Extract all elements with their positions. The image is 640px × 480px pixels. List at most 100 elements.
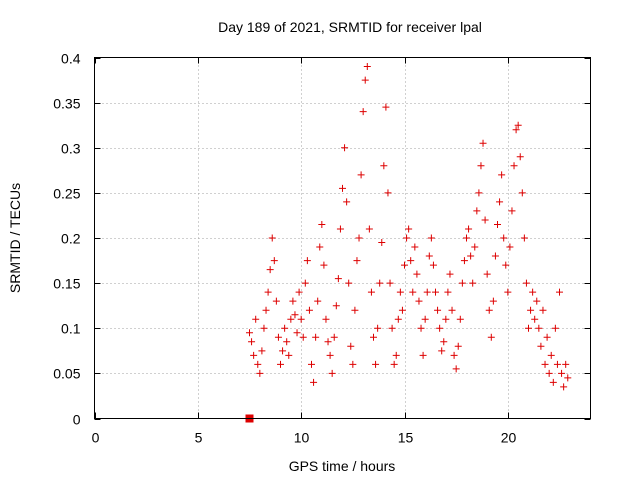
data-point [427,234,435,242]
data-point [359,108,367,116]
data-point [553,360,561,368]
data-point [386,279,394,287]
data-point [483,270,491,278]
data-point [345,279,353,287]
data-point [384,189,392,197]
data-point [277,360,284,368]
data-point [303,257,311,265]
data-point [295,288,303,296]
data-point [510,162,518,170]
data-point [326,351,334,359]
y-tick-label: 0.1 [61,321,81,337]
data-point [432,288,439,296]
data-point [564,374,572,382]
data-point [367,288,375,296]
data-point [297,315,305,323]
data-point [556,288,563,296]
data-point [467,252,475,260]
data-point [516,153,524,161]
data-point [463,234,470,242]
data-point [409,288,417,296]
data-point [489,297,497,305]
data-point [545,369,553,377]
data-point [527,306,535,314]
data-point [403,234,411,242]
data-point [394,315,402,323]
data-point [518,189,526,197]
data-point [270,257,278,265]
y-tick-label: 0 [73,412,81,428]
x-tick-label: 20 [501,430,517,446]
data-point [487,333,495,341]
data-point [396,288,404,296]
data-point [274,333,282,341]
data-point [305,306,313,314]
data-point [262,306,270,314]
data-point [293,329,301,337]
data-point [374,324,382,332]
data-point [429,261,437,269]
data-point [308,360,315,368]
x-tick-label: 15 [398,430,414,446]
y-tick-label: 0.05 [53,366,80,382]
data-point [543,333,551,341]
data-point [504,288,512,296]
data-point [529,288,537,296]
chart-title: Day 189 of 2021, SRMTID for receiver lpa… [218,19,482,35]
data-point [316,243,324,251]
data-point [535,324,543,332]
data-point [436,324,444,332]
data-point [279,347,287,355]
data-point [339,184,346,192]
y-tick-label: 0.35 [53,96,80,112]
data-point [560,383,568,391]
data-point [469,279,477,287]
data-point [551,324,559,332]
y-tick-label: 0.2 [61,231,81,247]
data-point [491,252,499,260]
data-point [446,270,454,278]
data-point [522,279,530,287]
data-point [330,333,338,341]
data-point [299,333,307,341]
plot-frame [94,57,591,419]
data-point [283,338,291,346]
data-point [500,234,508,242]
data-point [312,333,320,341]
data-point [254,360,262,368]
data-point [440,338,448,346]
data-point [256,369,264,377]
data-point [458,279,466,287]
data-point [419,351,427,359]
y-tick-label: 0.3 [61,141,81,157]
data-point [334,275,342,283]
data-point [452,365,460,373]
data-point [382,103,390,111]
data-point [479,139,487,147]
data-point [264,288,272,296]
data-point [287,315,295,323]
data-point [291,311,299,319]
data-point [407,257,415,265]
data-point [347,342,355,350]
data-point [456,315,464,323]
data-point [473,207,481,215]
x-tick-label: 5 [195,430,203,446]
data-point [343,198,351,206]
data-point [421,315,429,323]
data-point [498,171,506,179]
data-point [341,144,349,152]
data-point [314,297,322,305]
data-point [320,261,328,269]
data-point [415,297,423,305]
x-axis-label: GPS time / hours [289,458,396,474]
data-point [405,225,413,233]
data-point [494,220,501,228]
data-points [245,63,572,423]
data-point [250,351,258,359]
data-point [272,297,280,305]
data-point [388,324,396,332]
data-point [442,315,450,323]
